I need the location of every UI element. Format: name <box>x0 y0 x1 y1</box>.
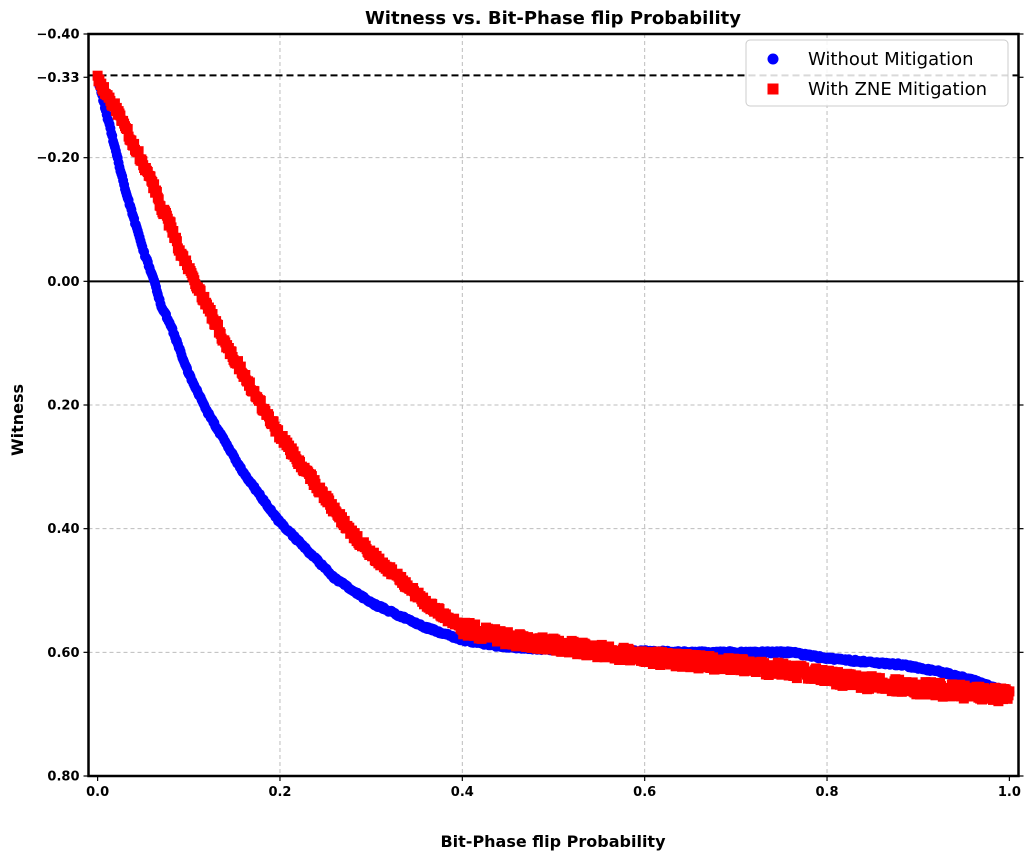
data-point <box>115 110 126 121</box>
y-tick-label: 0.20 <box>47 399 79 414</box>
data-point <box>129 138 140 149</box>
data-point <box>791 673 802 684</box>
x-axis-label: Bit-Phase flip Probability <box>440 832 666 851</box>
x-tick-label: 0.6 <box>633 785 656 800</box>
y-tick-label: 0.40 <box>47 522 79 537</box>
data-point <box>249 386 260 397</box>
data-point <box>122 124 133 134</box>
y-tick-label: −0.40 <box>37 28 80 43</box>
data-point <box>244 377 255 388</box>
data-point <box>240 370 251 380</box>
series-zne-mitigation <box>92 70 1015 707</box>
y-tick-label: 0.80 <box>47 770 79 785</box>
y-tick-label: 0.60 <box>47 646 79 661</box>
data-point <box>151 186 162 197</box>
data-point <box>268 416 279 427</box>
data-point <box>235 361 246 372</box>
x-tick-label: 0.8 <box>816 785 839 800</box>
y-axis-label: Witness <box>8 384 27 456</box>
data-point <box>213 319 223 330</box>
data-point <box>199 291 210 302</box>
data-point <box>616 655 627 665</box>
legend-label-zne-mitigation: With ZNE Mitigation <box>808 79 987 100</box>
data-point <box>845 669 856 680</box>
data-point <box>207 309 218 319</box>
x-axis-ticks: 0.0 0.2 0.4 0.6 0.8 1.0 <box>86 776 1021 800</box>
x-tick-label: 0.0 <box>86 785 109 800</box>
data-point <box>894 674 905 685</box>
data-point <box>99 82 109 93</box>
data-series <box>92 70 1015 707</box>
data-point <box>133 146 144 157</box>
legend-marker-zne-mitigation <box>767 83 779 95</box>
legend-marker-without-mitigation <box>767 53 779 65</box>
series-without-mitigation <box>92 71 1015 698</box>
data-point <box>153 194 164 205</box>
y-tick-label: 0.00 <box>47 275 79 290</box>
x-tick-label: 0.2 <box>268 785 291 800</box>
data-point <box>233 356 243 367</box>
data-point <box>470 619 481 630</box>
legend-box <box>745 39 1009 107</box>
x-tick-label: 0.4 <box>451 785 474 800</box>
data-point <box>685 662 696 673</box>
x-tick-label: 1.0 <box>998 785 1021 800</box>
data-point <box>226 346 237 357</box>
legend-label-without-mitigation: Without Mitigation <box>808 49 974 70</box>
y-axis-ticks: −0.40 −0.33 −0.20 0.00 0.20 0.40 0.60 0.80 <box>37 28 1024 785</box>
chart-title: Witness vs. Bit-Phase flip Probability <box>365 8 741 29</box>
data-point <box>907 677 918 688</box>
data-point <box>168 226 179 236</box>
data-point <box>698 651 709 662</box>
data-point <box>930 690 941 701</box>
data-point <box>1004 686 1015 697</box>
data-point <box>640 657 651 667</box>
legend: Without Mitigation With ZNE Mitigation <box>745 39 1009 107</box>
data-point <box>352 531 363 542</box>
y-tick-label: −0.33 <box>37 71 80 86</box>
data-point <box>273 425 284 436</box>
data-point <box>165 217 176 228</box>
y-tick-label: −0.20 <box>37 151 80 166</box>
data-point <box>255 395 266 406</box>
data-point <box>195 285 206 296</box>
data-point <box>171 236 182 247</box>
data-point <box>149 179 160 190</box>
